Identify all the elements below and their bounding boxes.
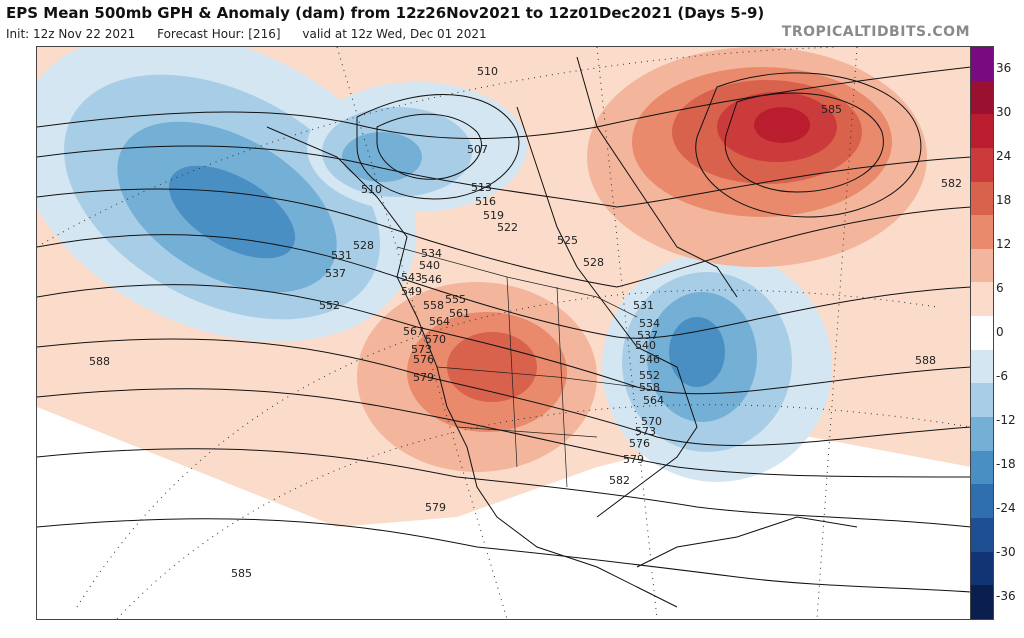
contour-label: 582: [941, 177, 962, 190]
contour-label: 522: [497, 221, 518, 234]
contour-label: 537: [325, 267, 346, 280]
contour-label: 576: [629, 437, 650, 450]
map-subtitle: Init: 12z Nov 22 2021 Forecast Hour: [21…: [6, 27, 505, 41]
contour-label: 570: [641, 415, 662, 428]
forecast-hour: Forecast Hour: [216]: [157, 27, 281, 41]
colorbar-block: [971, 114, 993, 148]
colorbar-tick: -18: [996, 457, 1016, 471]
colorbar-block: [971, 147, 993, 182]
colorbar-tick: -6: [996, 369, 1008, 383]
colorbar-tick: 18: [996, 193, 1012, 207]
colorbar-block: [971, 80, 993, 115]
colorbar-ticks: 36 30 24 18 12 6 0 -6 -12 -18 -24 -30 -3…: [996, 46, 1024, 618]
colorbar-tick: 24: [996, 149, 1012, 163]
colorbar-block: [971, 47, 993, 81]
contour-label: 561: [449, 307, 470, 320]
colorbar-tick: 36: [996, 61, 1012, 75]
colorbar-block: [971, 215, 993, 249]
brand-watermark: TROPICALTIDBITS.COM: [781, 24, 970, 40]
contour-label: 534: [421, 247, 442, 260]
valid-time: valid at 12z Wed, Dec 01 2021: [302, 27, 487, 41]
contour-label: 567: [403, 325, 424, 338]
colorbar-block: [971, 181, 993, 216]
colorbar-block: [971, 450, 993, 485]
contour-label: 558: [639, 381, 660, 394]
contour-label: 507: [467, 143, 488, 156]
contour-label: 588: [89, 355, 110, 368]
map-title: EPS Mean 500mb GPH & Anomaly (dam) from …: [6, 4, 765, 22]
contour-label: 516: [475, 195, 496, 208]
contour-label: 513: [471, 181, 492, 194]
colorbar-block: [971, 417, 993, 451]
lat-lon-grid: [37, 47, 971, 619]
anomaly-shading: [37, 47, 971, 527]
contour-label: 579: [425, 501, 446, 514]
contour-label: 534: [639, 317, 660, 330]
contour-label: 558: [423, 299, 444, 312]
weather-map: 510 507 510 513 516 519 522 525 528 528 …: [36, 46, 972, 620]
coastlines: [266, 56, 858, 608]
contour-label: 582: [609, 474, 630, 487]
contour-label: 588: [915, 354, 936, 367]
contour-label: 579: [413, 371, 434, 384]
contour-label: 576: [413, 353, 434, 366]
contour-label: 573: [411, 343, 432, 356]
contour-label: 543: [401, 271, 422, 284]
contour-label: 537: [637, 329, 658, 342]
contour-label: 540: [635, 339, 656, 352]
colorbar-tick: -24: [996, 501, 1016, 515]
contour-label: 573: [635, 425, 656, 438]
contour-label: 528: [583, 256, 604, 269]
colorbar-block: [971, 383, 993, 418]
contour-label: 531: [633, 299, 654, 312]
contour-label: 585: [821, 103, 842, 116]
contour-label: 519: [483, 209, 504, 222]
colorbar-tick: 12: [996, 237, 1012, 251]
colorbar-block: [971, 248, 993, 283]
contour-label: 552: [639, 369, 660, 382]
colorbar-tick: 30: [996, 105, 1012, 119]
boundaries: [396, 246, 638, 488]
map-canvas: 510 507 510 513 516 519 522 525 528 528 …: [37, 47, 971, 619]
colorbar-block: [971, 517, 993, 552]
contour-label: 528: [353, 239, 374, 252]
contour-label: 555: [445, 293, 466, 306]
contour-label: 579: [623, 453, 644, 466]
contour-labels: 510 507 510 513 516 519 522 525 528 528 …: [89, 65, 962, 580]
contour-label: 549: [401, 285, 422, 298]
contour-label: 546: [421, 273, 442, 286]
contour-label: 585: [231, 567, 252, 580]
contour-label: 510: [477, 65, 498, 78]
init-time: Init: 12z Nov 22 2021: [6, 27, 136, 41]
contour-label: 552: [319, 299, 340, 312]
colorbar-tick: -36: [996, 589, 1016, 603]
colorbar-block: [971, 316, 993, 350]
colorbar-tick: 6: [996, 281, 1004, 295]
colorbar-tick: -30: [996, 545, 1016, 559]
contour-label: 525: [557, 234, 578, 247]
contour-label: 510: [361, 183, 382, 196]
colorbar-block: [971, 484, 993, 518]
contour-label: 570: [425, 333, 446, 346]
contour-label: 531: [331, 249, 352, 262]
colorbar-block: [971, 585, 993, 619]
colorbar-block: [971, 551, 993, 586]
contour-label: 546: [639, 353, 660, 366]
colorbar-block: [971, 349, 993, 384]
contour-label: 564: [643, 394, 664, 407]
colorbar-tick: 0: [996, 325, 1004, 339]
contour-label: 564: [429, 315, 450, 328]
colorbar-block: [971, 282, 993, 317]
colorbar: [970, 46, 994, 620]
height-contours: [37, 66, 971, 593]
contour-label: 540: [419, 259, 440, 272]
colorbar-tick: -12: [996, 413, 1016, 427]
